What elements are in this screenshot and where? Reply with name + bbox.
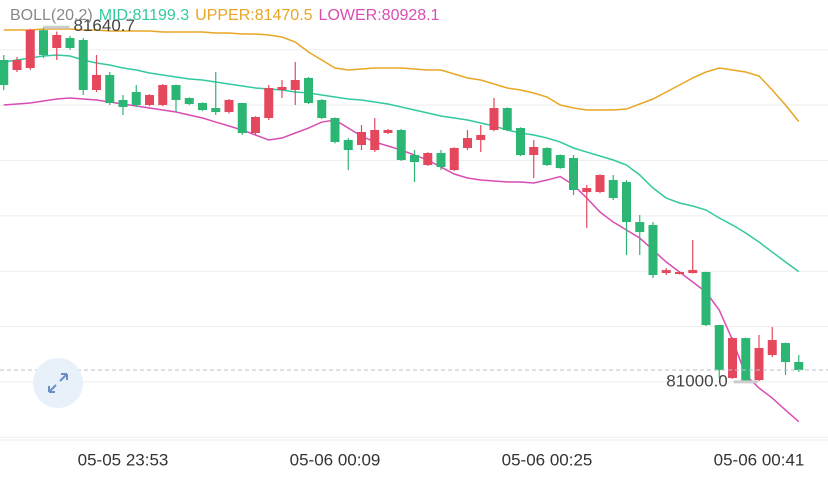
candle-body [78, 40, 88, 90]
candle-body [741, 338, 751, 382]
candle-body [476, 134, 486, 141]
candle-body [516, 128, 525, 156]
candle-body [714, 325, 724, 371]
candle-body [569, 158, 578, 191]
candle-body [555, 155, 565, 169]
candle-body [675, 272, 684, 275]
candle-body [25, 29, 35, 69]
extreme-label: 81000.0 [666, 371, 727, 390]
candle-body [105, 74, 115, 103]
candle-body [622, 182, 631, 223]
candle-body [423, 153, 433, 166]
candle-body [794, 362, 804, 371]
candle-body [449, 147, 459, 171]
candle-body [648, 225, 658, 276]
candle-body [52, 34, 62, 48]
candle-body [145, 95, 154, 105]
x-tick-label: 05-06 00:09 [290, 450, 381, 469]
legend-entry: UPPER:81470.5 [195, 7, 313, 24]
candle-body [489, 108, 499, 131]
candles [0, 27, 804, 382]
candle-body [211, 108, 221, 113]
candle-body [39, 30, 48, 56]
candle-body [370, 130, 380, 151]
candle-body [754, 348, 764, 381]
candle-body [436, 153, 446, 168]
candle-body [290, 80, 300, 90]
candle-body [396, 130, 406, 161]
candle-body [277, 87, 287, 90]
x-tick-label: 05-06 00:41 [714, 450, 805, 469]
candle-body [582, 188, 592, 192]
band-line [3, 28, 800, 122]
candle-body [264, 88, 274, 118]
labels: 05-05 23:53 05-06 00:09 05-06 00:25 05-06 0… [0, 16, 828, 469]
candle-body [184, 98, 194, 104]
x-tick-label: 05-06 00:25 [502, 450, 593, 469]
candle-body [317, 100, 327, 118]
candle-body [595, 175, 605, 192]
candle-body [767, 340, 777, 356]
band-line [3, 54, 800, 273]
candle-body [158, 85, 168, 105]
candle-body [0, 59, 9, 86]
candle-body [131, 91, 141, 105]
candle-body [661, 270, 671, 274]
candle-body [12, 59, 22, 71]
candle-body [542, 147, 552, 166]
legend-entry: LOWER:80928.1 [319, 7, 440, 24]
candle-body [92, 74, 101, 90]
candle-body [251, 117, 260, 133]
bands [3, 28, 800, 423]
candle-body [410, 155, 419, 162]
candle-body [224, 100, 234, 113]
candle-body [635, 222, 645, 233]
candle-body [171, 85, 181, 101]
candle-body [198, 102, 207, 111]
candle-body [383, 130, 393, 133]
candle-body [529, 146, 539, 156]
candle-body [688, 270, 698, 274]
candle-body [701, 272, 711, 326]
candle-body [65, 38, 75, 48]
indicator-label: BOLL(20,2) [10, 7, 93, 24]
extreme-label: 81640.7 [74, 16, 135, 35]
x-tick-label: 05-05 23:53 [78, 450, 169, 469]
legend-entry: MID:81199.3 [99, 7, 190, 24]
legend: BOLL(20,2) MID:81199.3 UPPER:81470.5 LOWER:… [10, 7, 440, 24]
candle-body [304, 77, 313, 103]
candle-body [728, 338, 737, 379]
candle-body [118, 100, 128, 107]
candle-body [330, 117, 340, 143]
candle-body [237, 102, 247, 133]
candle-body [781, 343, 790, 363]
candle-body [608, 180, 618, 199]
candle-body [343, 140, 353, 151]
expand-icon[interactable] [48, 373, 68, 393]
candle-body [357, 132, 366, 146]
expand-button-bg[interactable] [33, 358, 83, 408]
candle-body [502, 108, 512, 131]
candle-body [463, 138, 472, 148]
expand-button[interactable] [33, 358, 83, 408]
